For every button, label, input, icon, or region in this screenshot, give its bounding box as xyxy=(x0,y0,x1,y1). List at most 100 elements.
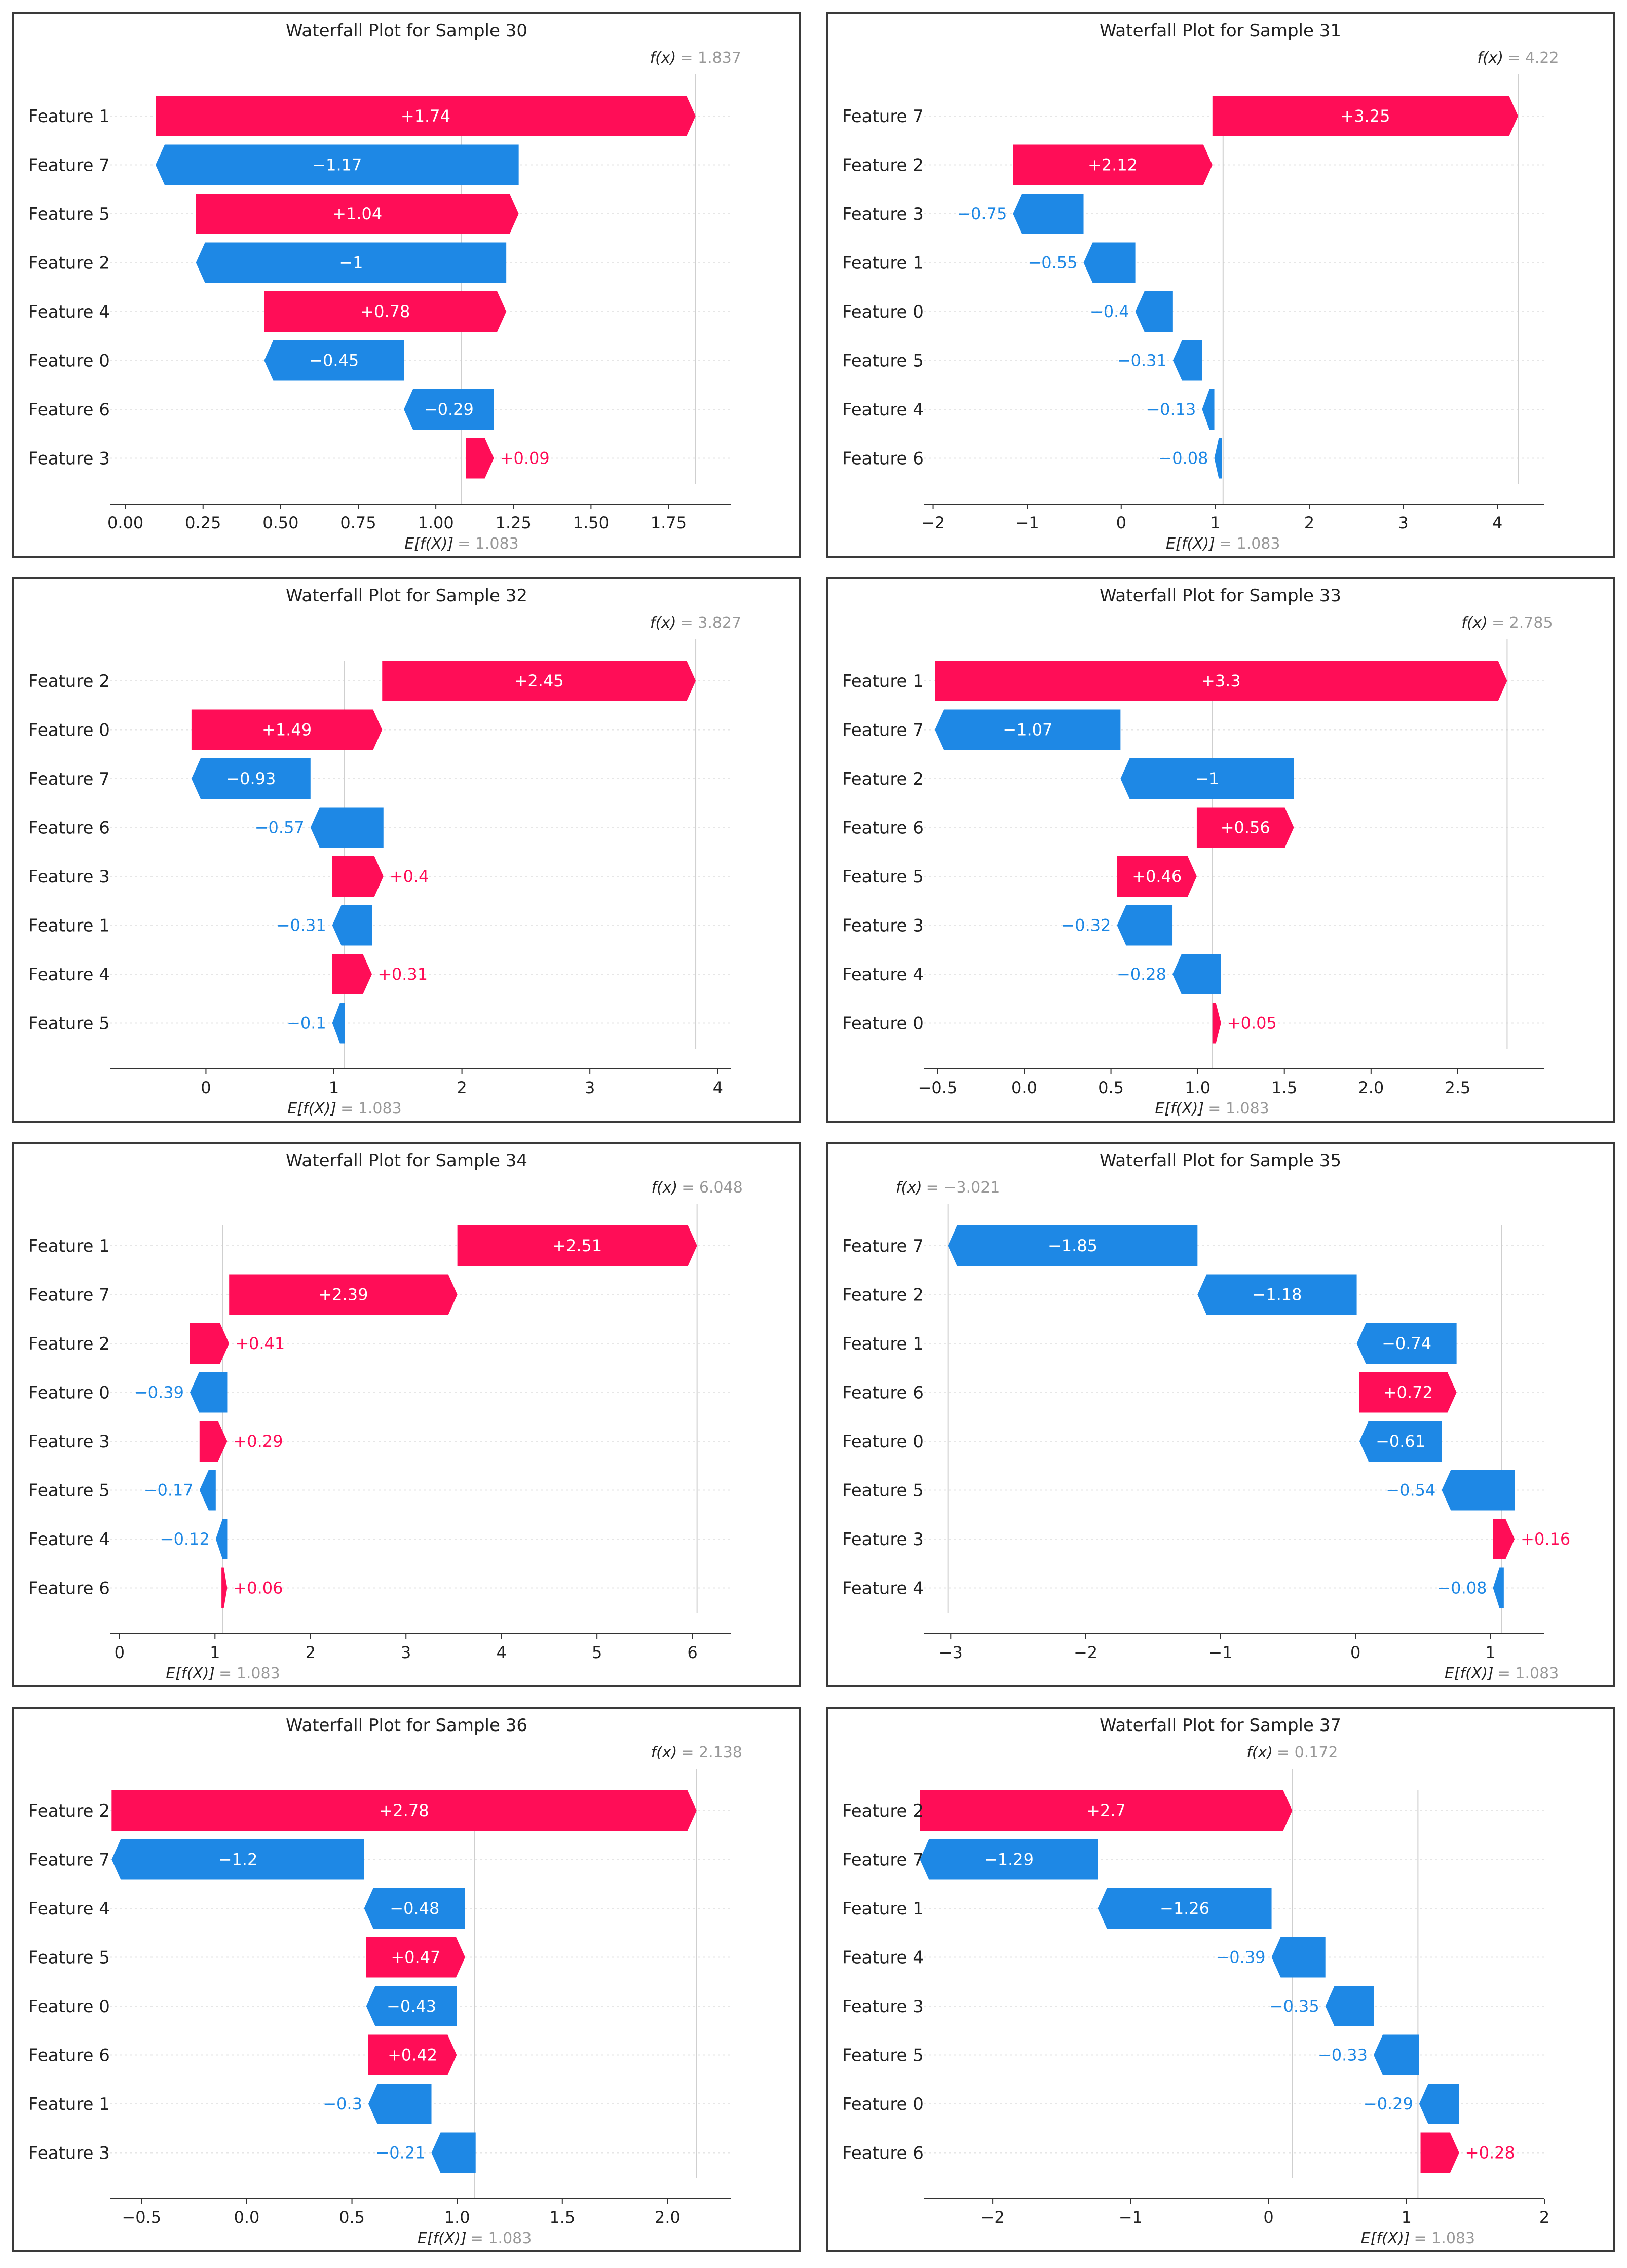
x-tick-label: −0.5 xyxy=(918,1078,958,1097)
x-tick-label: 3 xyxy=(1398,513,1408,532)
x-tick-label: 4 xyxy=(1492,513,1502,532)
feature-label: Feature 4 xyxy=(842,965,924,985)
waterfall-bar xyxy=(431,2132,476,2173)
x-tick-label: 0.5 xyxy=(339,2208,365,2227)
waterfall-chart: Waterfall Plot for Sample 32 Feature 2 +2.… xyxy=(28,586,741,1118)
x-tick-label: 3 xyxy=(585,1078,595,1097)
feature-label: Feature 7 xyxy=(28,1285,110,1305)
waterfall-bar xyxy=(364,1888,465,1929)
waterfall-bar xyxy=(156,96,696,136)
waterfall-bar xyxy=(229,1274,458,1315)
chart-title: Waterfall Plot for Sample 31 xyxy=(1100,21,1341,41)
value-label: +2.45 xyxy=(514,671,564,690)
waterfall-bar xyxy=(935,661,1507,701)
value-label: +0.42 xyxy=(388,2046,437,2065)
base-value-annotation: E[f(X)] = 1.083 xyxy=(1155,1100,1269,1118)
waterfall-bar xyxy=(111,1790,697,1831)
value-label: −1.07 xyxy=(1003,720,1052,740)
base-value-annotation: E[f(X)] = 1.083 xyxy=(1445,1665,1559,1682)
waterfall-bar xyxy=(221,1567,228,1608)
waterfall-bar xyxy=(1271,1937,1326,1978)
waterfall-bar xyxy=(191,758,311,799)
chart-title: Waterfall Plot for Sample 36 xyxy=(286,1715,527,1736)
feature-label: Feature 1 xyxy=(842,1899,924,1919)
waterfall-bar xyxy=(920,1839,1098,1880)
value-label: −0.75 xyxy=(957,204,1007,223)
feature-label: Feature 4 xyxy=(28,1529,110,1550)
feature-label: Feature 0 xyxy=(842,1432,924,1452)
x-tick-label: 4 xyxy=(713,1078,723,1097)
waterfall-panel: Waterfall Plot for Sample 32 Feature 2 +2.… xyxy=(12,577,801,1123)
fx-annotation: f(x) = 4.22 xyxy=(1477,49,1559,67)
x-tick-label: −2 xyxy=(921,513,945,532)
feature-label: Feature 3 xyxy=(842,1996,924,2017)
x-tick-label: 0 xyxy=(1350,1643,1360,1662)
waterfall-bar xyxy=(1442,1470,1515,1511)
feature-label: Feature 7 xyxy=(842,720,924,741)
waterfall-chart: Waterfall Plot for Sample 36 Feature 2 +2.… xyxy=(28,1715,742,2247)
x-tick-label: 2.0 xyxy=(1358,1078,1384,1097)
waterfall-panel: Waterfall Plot for Sample 31 Feature 7 +3.… xyxy=(826,12,1615,558)
x-tick-label: 0.0 xyxy=(234,2208,259,2227)
value-label: +0.72 xyxy=(1383,1383,1433,1402)
waterfall-bar xyxy=(1212,96,1519,136)
base-value-annotation: E[f(X)] = 1.083 xyxy=(404,535,518,553)
feature-label: Feature 3 xyxy=(28,867,110,887)
value-label: +0.16 xyxy=(1521,1529,1570,1549)
waterfall-bar xyxy=(199,1470,216,1511)
value-label: −1.17 xyxy=(312,156,362,175)
feature-label: Feature 3 xyxy=(28,449,110,469)
waterfall-bar xyxy=(1120,758,1294,799)
x-tick-label: 1.50 xyxy=(573,513,609,532)
feature-label: Feature 6 xyxy=(842,1383,924,1403)
fx-annotation: f(x) = 3.827 xyxy=(650,614,741,632)
waterfall-bar xyxy=(199,1421,228,1462)
feature-label: Feature 2 xyxy=(842,1285,924,1305)
value-label: −0.32 xyxy=(1061,916,1111,935)
value-label: +0.41 xyxy=(235,1334,285,1353)
x-tick-label: 1.00 xyxy=(418,513,454,532)
value-label: −0.31 xyxy=(1117,351,1167,370)
feature-label: Feature 0 xyxy=(842,1014,924,1034)
waterfall-bar xyxy=(156,144,519,185)
value-label: −1.29 xyxy=(984,1850,1034,1869)
base-value-annotation: E[f(X)] = 1.083 xyxy=(418,2229,532,2247)
waterfall-bar xyxy=(1359,1372,1457,1413)
value-label: −0.93 xyxy=(226,769,276,788)
feature-label: Feature 6 xyxy=(842,449,924,469)
x-tick-label: 0.50 xyxy=(262,513,298,532)
feature-label: Feature 3 xyxy=(28,2143,110,2164)
x-tick-label: 1.0 xyxy=(444,2208,470,2227)
x-tick-label: 0.0 xyxy=(1011,1078,1037,1097)
feature-label: Feature 4 xyxy=(28,1899,110,1919)
waterfall-bar xyxy=(1013,144,1213,185)
value-label: +0.31 xyxy=(378,965,428,984)
waterfall-panel: Waterfall Plot for Sample 36 Feature 2 +2.… xyxy=(12,1707,801,2252)
x-tick-label: 4 xyxy=(497,1643,507,1662)
value-label: +2.7 xyxy=(1086,1801,1126,1820)
feature-label: Feature 4 xyxy=(28,965,110,985)
waterfall-bar xyxy=(366,1986,457,2026)
value-label: −0.08 xyxy=(1158,449,1208,468)
feature-label: Feature 3 xyxy=(28,1432,110,1452)
waterfall-bar xyxy=(1117,905,1173,946)
waterfall-panel: Waterfall Plot for Sample 33 Feature 1 +3.… xyxy=(826,577,1615,1123)
value-label: +0.29 xyxy=(233,1432,283,1451)
feature-label: Feature 1 xyxy=(842,253,924,274)
x-tick-label: −1 xyxy=(1208,1643,1232,1662)
waterfall-panel: Waterfall Plot for Sample 34 Feature 1 +2.… xyxy=(12,1142,801,1687)
feature-label: Feature 4 xyxy=(842,400,924,420)
value-label: −1.85 xyxy=(1048,1236,1098,1255)
waterfall-bar xyxy=(1356,1323,1457,1364)
waterfall-bar xyxy=(948,1225,1198,1266)
feature-label: Feature 0 xyxy=(28,1383,110,1403)
waterfall-bar xyxy=(1117,856,1197,897)
waterfall-chart: Waterfall Plot for Sample 30 Feature 1 +1.… xyxy=(28,21,741,553)
value-label: +0.46 xyxy=(1132,867,1182,886)
feature-label: Feature 3 xyxy=(842,916,924,936)
feature-label: Feature 6 xyxy=(28,2046,110,2066)
value-label: +0.47 xyxy=(391,1948,440,1967)
feature-label: Feature 5 xyxy=(842,2046,924,2066)
waterfall-panel: Waterfall Plot for Sample 35 Feature 7 −1.… xyxy=(826,1142,1615,1687)
